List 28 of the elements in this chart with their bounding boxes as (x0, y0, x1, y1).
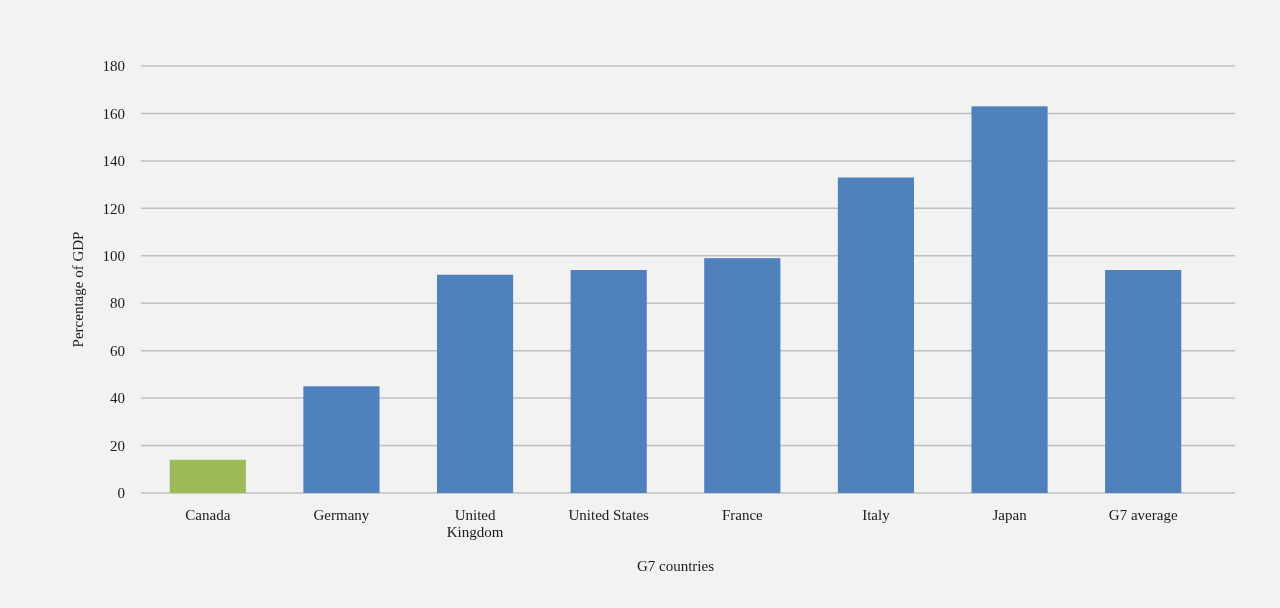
y-tick-label: 0 (117, 485, 125, 502)
x-tick-label: Germany (313, 507, 370, 523)
x-tick-label: Italy (862, 507, 891, 523)
y-tick-label: 140 (102, 153, 125, 170)
x-tick-label: G7 average (1108, 507, 1178, 523)
y-tick-label: 160 (102, 105, 125, 122)
bar (169, 459, 246, 493)
y-tick-label: 20 (110, 437, 125, 454)
y-tick-label: 40 (110, 390, 125, 407)
bar (570, 270, 647, 493)
bar (1105, 270, 1182, 493)
x-tick-label: Japan (992, 507, 1028, 523)
x-axis-title: G7 countries (636, 558, 715, 574)
y-tick-label: 100 (102, 248, 125, 265)
y-tick-label: 180 (102, 58, 125, 75)
bar (303, 386, 380, 493)
x-tick-label: United States (568, 507, 650, 523)
y-tick-label: 80 (110, 295, 125, 312)
x-tick-label: United Kingdom (446, 507, 504, 541)
y-axis-title: Percentage of GDP (70, 231, 86, 348)
bar (436, 274, 514, 493)
y-tick-label: 120 (102, 200, 125, 217)
bar (704, 258, 781, 493)
y-tick-label: 60 (110, 342, 125, 359)
x-tick-label: France (721, 507, 764, 523)
bar (837, 177, 915, 493)
x-tick-label: Canada (185, 507, 231, 523)
bar (971, 106, 1048, 493)
